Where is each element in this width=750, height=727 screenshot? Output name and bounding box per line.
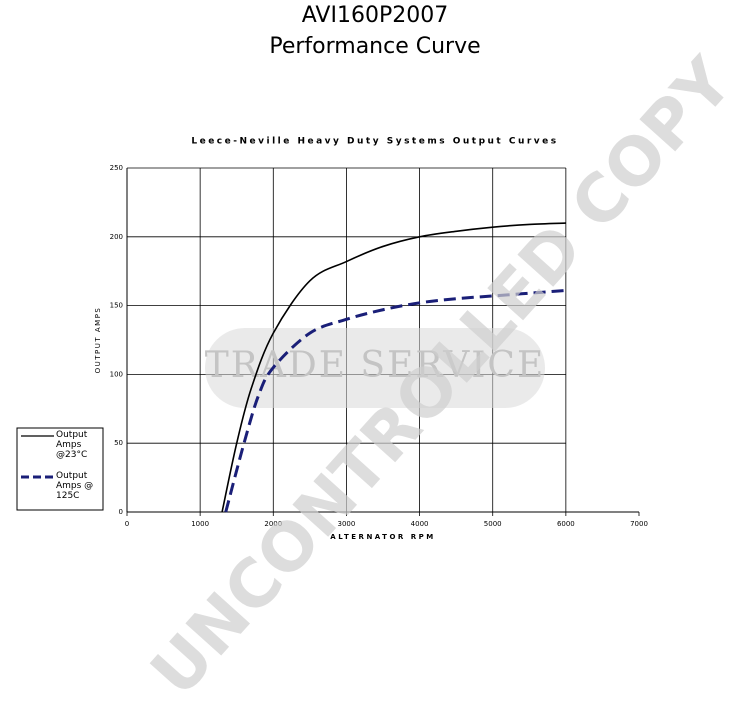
series-line <box>224 288 566 513</box>
legend-entry: Output Amps @23°C <box>56 430 88 460</box>
legend-label: Output Amps @ 125C <box>56 471 94 501</box>
y-tick-label: 250 <box>110 164 123 172</box>
x-tick-label: 4000 <box>411 520 429 528</box>
x-tick-label: 7000 <box>630 520 648 528</box>
x-tick-label: 6000 <box>557 520 575 528</box>
x-axis-label: ALTERNATOR RPM <box>330 533 435 541</box>
x-tick-label: 1000 <box>191 520 209 528</box>
watermark-pill <box>205 328 545 408</box>
y-tick-label: 0 <box>119 508 123 516</box>
legend-entry: Output Amps @ 125C <box>56 471 94 501</box>
legend-label: Output Amps @23°C <box>56 430 88 460</box>
y-axis-label: OUTPUT AMPS <box>94 307 102 374</box>
x-tick-label: 0 <box>125 520 129 528</box>
chart-title: Leece-Neville Heavy Duty Systems Output … <box>191 137 558 147</box>
watermark-text: TRADE SERVICE <box>205 345 546 386</box>
legend-box <box>16 427 104 511</box>
x-tick-label: 5000 <box>484 520 502 528</box>
x-tick-label: 3000 <box>338 520 356 528</box>
y-tick-label: 150 <box>110 302 123 310</box>
y-tick-label: 50 <box>114 439 123 447</box>
x-tick-label: 2000 <box>264 520 282 528</box>
y-tick-label: 100 <box>110 370 123 378</box>
page-title: AVI160P2007 <box>302 3 448 28</box>
y-tick-label: 200 <box>110 233 123 241</box>
series-line <box>221 222 566 513</box>
page-subtitle: Performance Curve <box>269 34 480 59</box>
